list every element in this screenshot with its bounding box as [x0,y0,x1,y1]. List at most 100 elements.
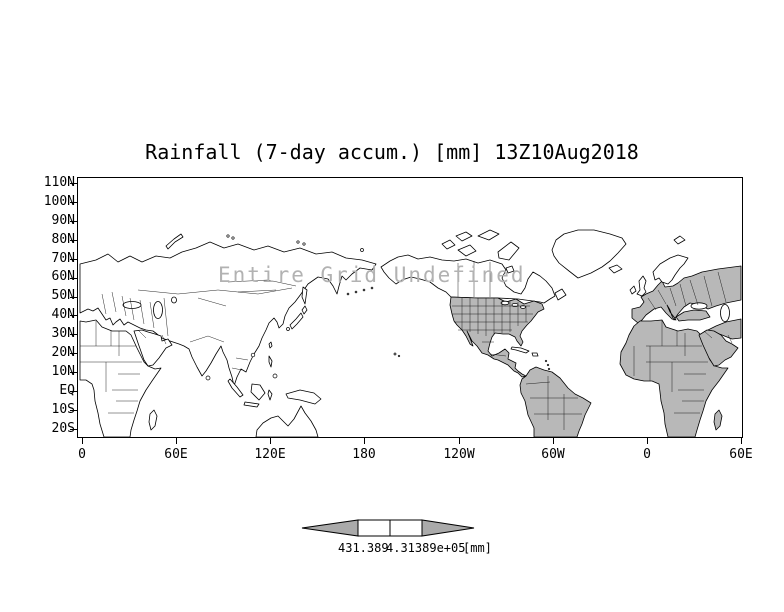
lon-label: 0 [643,447,651,462]
undefined-grid-watermark: Entire Grid Undefined [218,263,526,287]
africa-shaded [619,319,729,437]
japan-hokkaido [301,305,308,315]
sri-lanka [205,375,211,381]
lat-label: 10N [51,364,75,379]
lat-tick [70,410,78,411]
south-america-shaded [519,366,592,437]
lat-label: 110N [43,175,75,190]
mindanao [272,373,278,379]
banks-island [441,239,456,250]
lon-label: 120W [443,447,475,462]
lon-label: 60W [541,447,565,462]
colorbar-label-left: 431.389 [338,541,389,555]
lon-tick [270,438,271,444]
lon-label: 60E [729,447,753,462]
colorbar-label-right: 4.31389e+05 [386,541,466,555]
lat-tick [70,259,78,260]
lat-tick [70,278,78,279]
black-sea [690,302,708,310]
hispaniola [531,352,539,357]
shaded-landmasses [449,265,742,437]
lon-tick [459,438,460,444]
aleutian-2 [354,290,358,294]
lon-tick [364,438,365,444]
borneo [250,383,266,401]
aleutian-1 [346,292,350,296]
arabia-shaded [698,329,739,367]
lat-label: 50N [51,288,75,303]
japan-honshu [289,312,304,330]
lat-tick [70,372,78,373]
hawaii-1 [393,352,397,356]
ellesmere-island [477,229,500,241]
lat-tick [70,240,78,241]
sakhalin [301,286,308,305]
colorbar-units: [mm] [463,541,492,555]
colorbar-left-arrow [301,519,359,537]
lat-label: 70N [51,251,75,266]
country-borders [80,261,733,430]
lat-label: 20N [51,345,75,360]
lon-tick [176,438,177,444]
eurasia-outline [79,241,377,387]
kyushu [286,327,290,331]
lon-label: 120E [254,447,286,462]
continent-outlines [79,229,686,437]
ireland [629,285,637,295]
world-map-svg [79,229,742,437]
newfoundland [554,288,567,301]
map-frame: Entire Grid Undefined [77,177,743,438]
southampton-island [505,265,515,274]
caspian-sea-left [153,301,163,319]
aral-sea-left [171,296,177,304]
java [243,401,260,408]
plot-title: Rainfall (7-day accum.) [mm] 13Z10Aug201… [145,140,639,164]
lon-tick [741,438,742,444]
lat-label: 40N [51,307,75,322]
lat-tick [70,391,78,392]
great-lake-ontario [520,305,526,309]
cuba [510,346,530,354]
lon-tick [647,438,648,444]
antilles-3 [547,367,551,371]
philippines-luzon [268,355,273,368]
antilles-1 [544,359,548,363]
lat-label: 60N [51,269,75,284]
iran-shaded [707,318,742,340]
antilles-2 [546,363,550,367]
lat-label: 20S [51,421,75,436]
lat-label: EQ [59,383,75,398]
lat-label: 10S [51,402,75,417]
lat-label: 90N [51,213,75,228]
greenland-outline [551,229,627,279]
aleutian-4 [370,286,374,290]
lat-label: 100N [43,194,75,209]
novaya-zemlya [165,233,184,250]
britain [636,275,647,297]
island-dots [205,234,551,381]
colorbar [301,519,475,537]
sulawesi [267,389,273,401]
lat-tick [70,353,78,354]
australia-north [255,405,319,437]
hainan [250,352,256,358]
aleutian-3 [362,288,366,292]
lat-tick [70,221,78,222]
europe-shaded [631,265,742,324]
colorbar-right-arrow [421,519,475,537]
madagascar-shaded [713,409,723,431]
lon-tick [553,438,554,444]
lat-tick [70,334,78,335]
victoria-island [457,244,477,257]
madagascar-left-outline [148,409,158,431]
scandinavia [652,254,689,285]
caspian-sea [720,304,730,322]
sumatra [227,378,244,398]
lat-tick [70,202,78,203]
taiwan [268,341,273,349]
lat-tick [70,429,78,430]
lon-label: 60E [164,447,188,462]
iceland [608,264,623,274]
lat-tick [70,315,78,316]
